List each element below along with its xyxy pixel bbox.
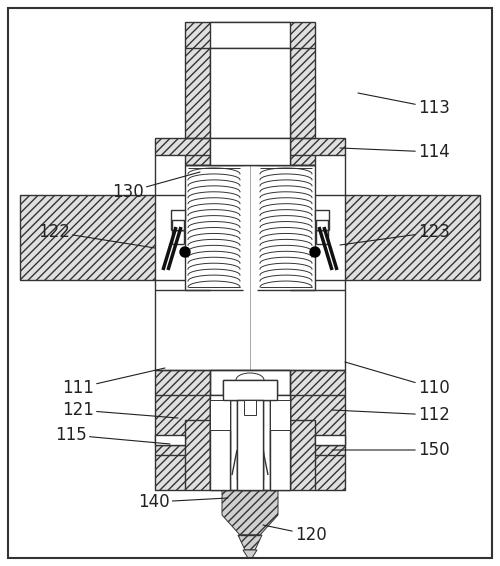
Polygon shape — [243, 550, 257, 558]
Bar — [270, 400, 290, 430]
Bar — [210, 48, 290, 138]
Polygon shape — [290, 138, 345, 165]
Text: 120: 120 — [263, 525, 327, 544]
Text: 123: 123 — [340, 223, 450, 245]
Text: 113: 113 — [358, 93, 450, 117]
Polygon shape — [155, 395, 210, 445]
Text: 140: 140 — [138, 493, 228, 511]
Text: 130: 130 — [112, 172, 200, 201]
Text: 122: 122 — [38, 223, 155, 248]
Polygon shape — [230, 395, 270, 490]
Bar — [223, 380, 277, 400]
Polygon shape — [290, 395, 345, 445]
Bar — [210, 395, 230, 490]
Bar — [210, 138, 290, 165]
Polygon shape — [155, 455, 185, 490]
Bar — [315, 435, 345, 445]
Text: 150: 150 — [332, 441, 450, 459]
Bar — [210, 400, 230, 430]
Text: 111: 111 — [62, 368, 165, 397]
Polygon shape — [155, 138, 210, 165]
Polygon shape — [185, 22, 315, 48]
Polygon shape — [238, 535, 262, 550]
Text: 121: 121 — [62, 401, 178, 419]
Bar — [155, 435, 185, 445]
Bar — [172, 216, 184, 230]
Polygon shape — [222, 490, 278, 535]
Bar — [210, 370, 290, 490]
Polygon shape — [290, 370, 345, 490]
Bar — [270, 395, 290, 490]
Polygon shape — [20, 195, 155, 280]
Text: 110: 110 — [345, 362, 450, 397]
Bar — [171, 210, 185, 220]
Text: 115: 115 — [55, 426, 170, 444]
Text: 112: 112 — [332, 406, 450, 424]
Polygon shape — [345, 195, 480, 280]
Circle shape — [180, 247, 190, 257]
Bar — [315, 210, 329, 220]
Bar — [316, 216, 328, 230]
Text: 114: 114 — [340, 143, 450, 161]
Circle shape — [310, 247, 320, 257]
Bar — [244, 400, 256, 415]
Polygon shape — [185, 48, 210, 138]
Polygon shape — [315, 455, 345, 490]
Bar — [210, 22, 290, 48]
Bar — [237, 400, 263, 490]
Polygon shape — [290, 48, 315, 138]
Polygon shape — [155, 370, 210, 490]
